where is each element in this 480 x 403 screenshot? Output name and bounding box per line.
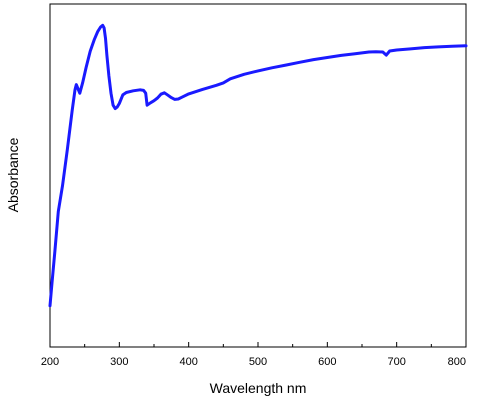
absorbance-series-line [48,23,468,308]
y-axis-title: Absorbance [5,137,21,212]
x-tick-label: 800 [448,356,466,368]
x-tick-label: 400 [179,356,197,368]
x-axis-title: Wavelength nm [210,380,307,396]
x-tick-label: 700 [387,356,405,368]
x-tick-label: 300 [110,356,128,368]
x-tick-label: 500 [249,356,267,368]
x-axis-tick-labels: 200 300 400 500 600 700 800 [41,356,466,368]
x-tick-label: 200 [41,356,59,368]
x-axis-ticks [49,342,467,347]
x-tick-label: 600 [318,356,336,368]
plot-frame [49,3,467,348]
